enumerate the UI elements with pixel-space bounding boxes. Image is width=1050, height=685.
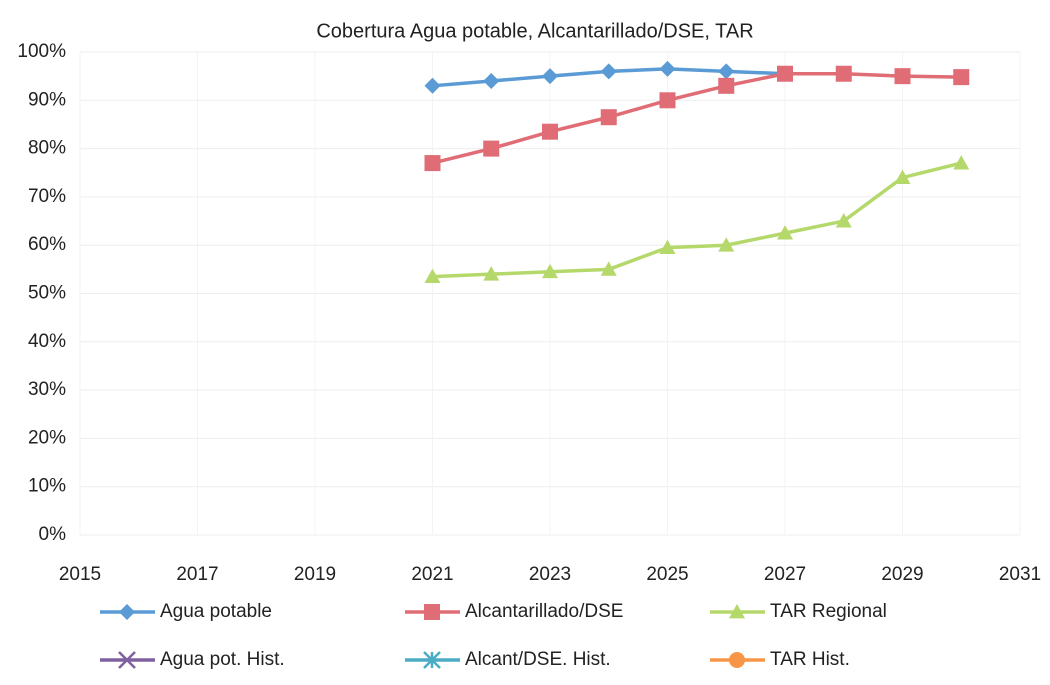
y-tick-label: 70% [28,186,66,207]
x-tick-label: 2017 [176,564,218,585]
legend-label: Agua pot. Hist. [160,649,285,670]
legend-label: Alcant/DSE. Hist. [465,649,611,670]
marker [835,65,852,82]
marker [835,213,852,228]
marker [953,69,970,86]
y-tick-label: 100% [17,41,66,62]
marker [777,65,793,82]
y-tick-label: 60% [28,234,66,255]
marker [718,63,735,80]
marker [424,155,441,172]
y-tick-label: 0% [39,524,67,545]
marker [483,140,500,157]
series-line [432,161,962,279]
marker [424,604,440,620]
marker [953,155,970,170]
legend-label: TAR Hist. [770,649,850,670]
marker [424,268,441,283]
marker [483,266,500,281]
marker [600,63,617,80]
marker [718,237,735,252]
legend-label: TAR Regional [770,601,887,622]
marker [659,60,676,77]
marker [542,263,558,279]
marker [483,72,500,89]
marker [542,68,558,85]
marker [894,169,911,184]
marker [423,651,441,669]
y-tick-label: 20% [28,427,66,448]
marker [729,652,745,668]
y-tick-label: 90% [28,89,66,110]
marker [718,77,735,94]
legend-label: Agua potable [160,601,272,622]
legend-label: Alcantarillado/DSE [465,601,623,622]
marker [600,109,617,126]
chart-title: Cobertura Agua potable, Alcantarillado/D… [316,20,753,42]
series-line [432,71,962,165]
y-tick-label: 30% [28,379,66,400]
x-tick-label: 2025 [646,564,688,585]
marker [659,92,676,109]
marker [659,239,676,255]
marker [542,123,558,140]
x-tick-label: 2027 [764,564,806,585]
x-tick-label: 2023 [529,564,571,585]
x-tick-label: 2015 [59,564,101,585]
y-tick-label: 50% [28,283,66,304]
x-tick-label: 2021 [411,564,453,585]
marker [118,651,136,669]
x-tick-label: 2029 [881,564,923,585]
marker [777,225,793,240]
x-tick-label: 2019 [294,564,336,585]
marker [119,604,135,620]
y-tick-label: 40% [28,331,66,352]
marker [424,77,441,94]
marker [894,68,911,85]
y-tick-label: 10% [28,476,66,497]
x-tick-label: 2031 [999,564,1041,585]
y-tick-label: 80% [28,138,66,159]
marker [729,604,745,619]
marker [600,261,617,276]
